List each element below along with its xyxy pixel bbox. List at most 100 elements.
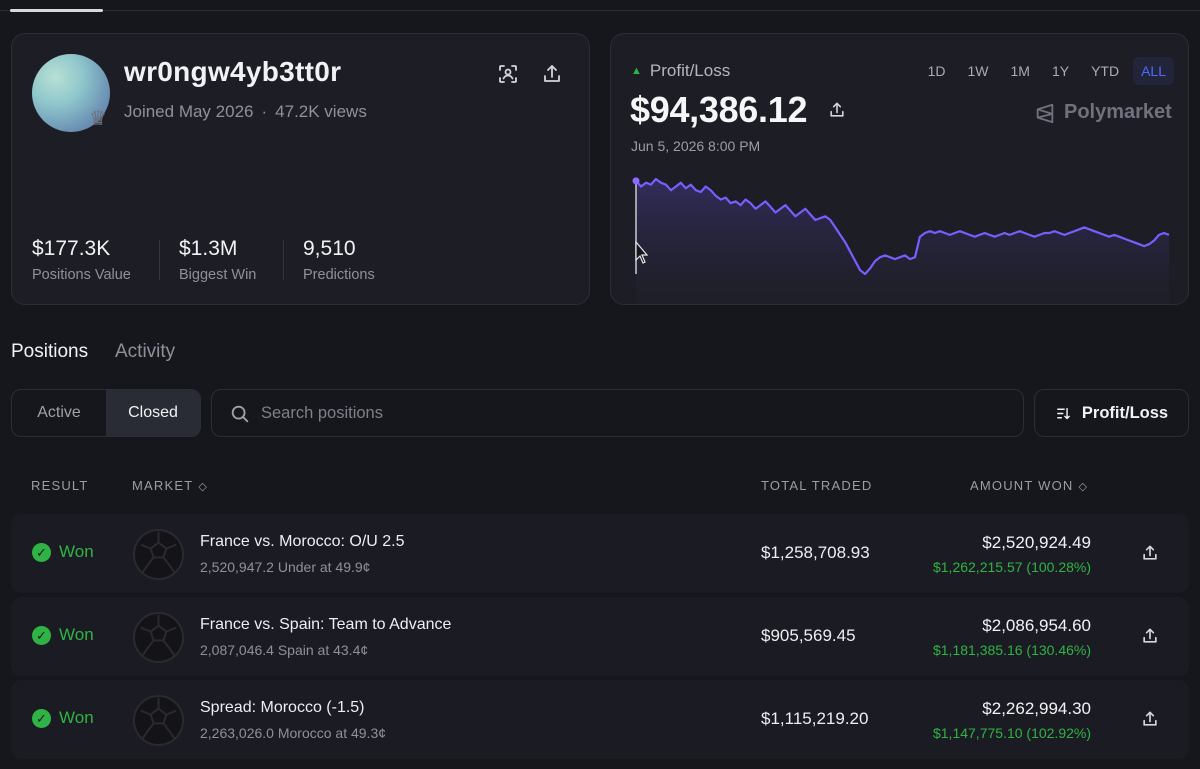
- share-icon[interactable]: [1140, 543, 1160, 563]
- total-traded: $1,258,708.93: [761, 543, 870, 562]
- profit-loss-card: ▲ Profit/Loss $94,386.12 Jun 5, 2026 8:00…: [610, 33, 1189, 305]
- time-range-selector: 1D 1W 1M 1Y YTD ALL: [920, 57, 1174, 85]
- pnl-chart[interactable]: [611, 164, 1189, 305]
- header-label: AMOUNT WON: [970, 478, 1074, 493]
- share-icon[interactable]: [1140, 709, 1160, 729]
- market-title[interactable]: Spread: Morocco (-1.5): [200, 699, 365, 716]
- amount-won: $2,086,954.60: [982, 616, 1091, 635]
- check-circle-icon: ✓: [32, 708, 51, 728]
- scan-profile-button[interactable]: [496, 62, 520, 86]
- total-traded: $905,569.45: [761, 626, 856, 645]
- share-icon: [544, 65, 560, 82]
- avatar[interactable]: [32, 54, 110, 132]
- result-badge: ✓ Won: [32, 625, 94, 645]
- sort-label: Profit/Loss: [1081, 403, 1169, 422]
- status-filter: Active Closed: [11, 389, 201, 437]
- up-triangle-icon: ▲: [631, 65, 642, 77]
- joined-date: Joined May 2026: [124, 102, 254, 121]
- sort-icon: [1057, 407, 1070, 419]
- stat-value: $1.3M: [179, 237, 238, 260]
- tab-positions[interactable]: Positions: [11, 341, 89, 362]
- range-1d[interactable]: 1D: [927, 63, 946, 79]
- soccer-ball-icon: [132, 528, 185, 581]
- top-tab-indicator: [10, 9, 103, 12]
- profile-card: ♛ wr0ngw4yb3tt0r Joined May 2026 · 47.2K v…: [11, 33, 590, 305]
- share-icon: [830, 102, 844, 117]
- check-circle-icon: ✓: [32, 625, 51, 645]
- range-1m[interactable]: 1M: [1010, 63, 1030, 79]
- scan-icon: [499, 65, 517, 83]
- pnl-amount: $94,386.12: [630, 89, 808, 130]
- header-label: MARKET: [132, 478, 194, 493]
- search-box: [211, 389, 1024, 437]
- mouse-pointer-icon: [635, 240, 649, 264]
- stat-label: Predictions: [303, 267, 375, 283]
- soccer-ball-icon: [132, 611, 185, 664]
- market-title[interactable]: France vs. Morocco: O/U 2.5: [200, 533, 405, 550]
- amount-won: $2,262,994.30: [982, 699, 1091, 718]
- stat-value: $177.3K: [32, 237, 111, 260]
- market-detail: 2,263,026.0 Morocco at 49.3¢: [200, 725, 387, 741]
- search-icon: [231, 405, 249, 423]
- profit-gain: $1,147,775.10 (102.92%): [932, 725, 1091, 741]
- sort-profit-loss-button[interactable]: Profit/Loss: [1034, 389, 1189, 437]
- stat-divider: [283, 240, 284, 280]
- check-circle-icon: ✓: [32, 542, 51, 562]
- pnl-date: Jun 5, 2026 8:00 PM: [631, 138, 761, 154]
- filter-active-button[interactable]: Active: [37, 404, 81, 421]
- market-detail: 2,087,046.4 Spain at 43.4¢: [200, 642, 369, 658]
- stat-label: Biggest Win: [179, 267, 257, 283]
- result-text: Won: [59, 625, 94, 644]
- column-header-result: RESULT: [31, 478, 89, 493]
- separator-dot: ·: [261, 102, 268, 121]
- chart-hover-dot: [632, 177, 640, 185]
- range-all[interactable]: ALL: [1133, 57, 1174, 85]
- total-traded: $1,115,219.20: [761, 709, 869, 728]
- range-1w[interactable]: 1W: [967, 63, 989, 79]
- share-icon[interactable]: [1140, 626, 1160, 646]
- pnl-area: [636, 179, 1169, 304]
- market-detail: 2,520,947.2 Under at 49.9¢: [200, 559, 371, 575]
- crown-icon: ♛: [89, 108, 107, 130]
- result-text: Won: [59, 542, 94, 561]
- pnl-header: ▲ Profit/Loss: [631, 61, 730, 81]
- result-text: Won: [59, 708, 94, 727]
- range-ytd[interactable]: YTD: [1091, 63, 1120, 79]
- stat-value: 9,510: [303, 237, 356, 260]
- stat-label: Positions Value: [32, 267, 131, 283]
- share-profile-button[interactable]: [540, 62, 564, 86]
- result-badge: ✓ Won: [32, 542, 94, 562]
- tab-activity[interactable]: Activity: [115, 341, 176, 362]
- sort-caret-icon: ◇: [198, 481, 207, 493]
- top-divider: [0, 10, 1200, 11]
- profit-gain: $1,181,385.16 (130.46%): [932, 642, 1091, 658]
- result-badge: ✓ Won: [32, 708, 94, 728]
- profile-meta: Joined May 2026 · 47.2K views: [124, 102, 367, 122]
- range-1y[interactable]: 1Y: [1051, 63, 1070, 79]
- table-row[interactable]: ✓ Won France vs. Spain: Team to Advance 2…: [11, 597, 1189, 676]
- profit-gain: $1,262,215.57 (100.28%): [932, 559, 1091, 575]
- polymarket-logo-icon: [1036, 103, 1054, 123]
- column-header-market[interactable]: MARKET ◇: [132, 478, 207, 493]
- sort-caret-icon: ◇: [1078, 481, 1087, 493]
- search-input[interactable]: [261, 390, 1001, 436]
- amount-won: $2,520,924.49: [982, 533, 1091, 552]
- pnl-line: [635, 177, 1170, 276]
- column-header-total-traded: TOTAL TRADED: [761, 478, 873, 493]
- stat-positions-value: $177.3K Positions Value: [32, 237, 131, 283]
- filter-closed-button[interactable]: Closed: [106, 390, 200, 436]
- table-row[interactable]: ✓ Won France vs. Morocco: O/U 2.5 2,520,9…: [11, 514, 1189, 593]
- username: wr0ngw4yb3tt0r: [124, 56, 342, 87]
- pnl-label: Profit/Loss: [649, 61, 731, 80]
- stat-biggest-win: $1.3M Biggest Win: [179, 237, 256, 283]
- share-pnl-button[interactable]: [827, 100, 847, 120]
- polymarket-brand: Polymarket: [1034, 101, 1172, 124]
- stat-divider: [159, 240, 160, 280]
- market-title[interactable]: France vs. Spain: Team to Advance: [200, 616, 452, 633]
- stat-predictions: 9,510 Predictions: [303, 237, 375, 283]
- table-row[interactable]: ✓ Won Spread: Morocco (-1.5) 2,263,026.0 …: [11, 680, 1189, 759]
- brand-name: Polymarket: [1064, 101, 1172, 123]
- column-header-amount-won[interactable]: AMOUNT WON ◇: [970, 478, 1087, 493]
- soccer-ball-icon: [132, 694, 185, 747]
- view-count: 47.2K views: [275, 102, 367, 121]
